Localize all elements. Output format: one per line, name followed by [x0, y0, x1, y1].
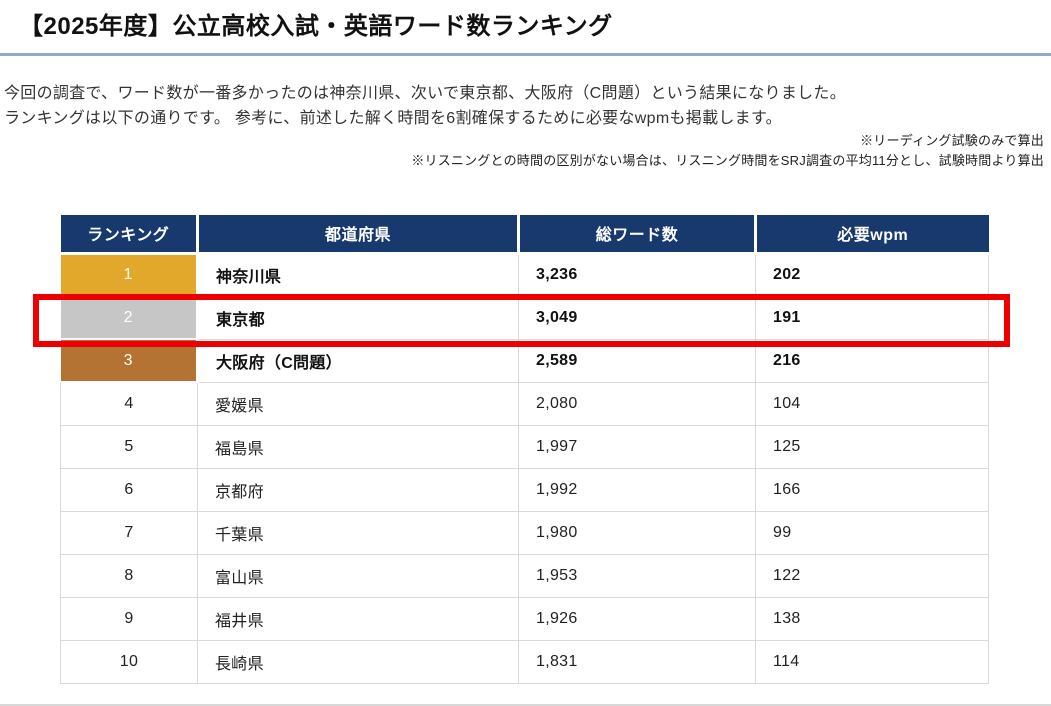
- total-words-cell: 3,236: [518, 253, 756, 297]
- prefecture-cell: 富山県: [197, 554, 519, 598]
- footnote-reading-only: ※リーディング試験のみで算出: [860, 133, 1044, 148]
- header-prefecture: 都道府県: [197, 215, 520, 255]
- total-words-cell: 3,049: [518, 296, 756, 340]
- bottom-divider: [0, 704, 1051, 706]
- required-wpm-cell: 122: [755, 554, 989, 598]
- rank-cell: 6: [60, 468, 198, 512]
- required-wpm-cell: 125: [755, 425, 989, 469]
- ranking-table: ランキング 都道府県 総ワード数 必要wpm 1 神奈川県 3,236 202 2 東京都…: [60, 215, 989, 684]
- table-row: 1 神奈川県 3,236 202: [60, 253, 989, 297]
- footnotes: ※リーディング試験のみで算出 ※リスニングとの時間の区別がない場合は、リスニング…: [411, 131, 1044, 171]
- rank-cell: 7: [60, 511, 198, 555]
- total-words-cell: 1,980: [518, 511, 756, 555]
- prefecture-cell: 神奈川県: [197, 253, 519, 297]
- prefecture-cell: 愛媛県: [197, 382, 519, 426]
- total-words-cell: 1,997: [518, 425, 756, 469]
- rank-cell: 3: [60, 339, 199, 383]
- table-row: 6 京都府 1,992 166: [60, 468, 989, 512]
- table-row: 10 長崎県 1,831 114: [60, 640, 989, 684]
- header-rank: ランキング: [60, 215, 199, 255]
- rank-cell: 2: [60, 296, 199, 340]
- prefecture-cell: 福島県: [197, 425, 519, 469]
- table-row: 7 千葉県 1,980 99: [60, 511, 989, 555]
- total-words-cell: 2,589: [518, 339, 756, 383]
- required-wpm-cell: 114: [755, 640, 989, 684]
- header-total-words: 総ワード数: [518, 215, 757, 255]
- rank-cell: 5: [60, 425, 198, 469]
- total-words-cell: 1,992: [518, 468, 756, 512]
- prefecture-cell: 大阪府（C問題）: [197, 339, 519, 383]
- intro-paragraph: 今回の調査で、ワード数が一番多かったのは神奈川県、次いで東京都、大阪府（C問題）…: [4, 81, 846, 131]
- prefecture-cell: 福井県: [197, 597, 519, 641]
- required-wpm-cell: 191: [755, 296, 989, 340]
- title-divider: [0, 53, 1051, 56]
- rank-cell: 1: [60, 253, 199, 297]
- table-header-row: ランキング 都道府県 総ワード数 必要wpm: [60, 215, 989, 255]
- table-row: 8 富山県 1,953 122: [60, 554, 989, 598]
- total-words-cell: 1,953: [518, 554, 756, 598]
- rank-cell: 8: [60, 554, 198, 598]
- prefecture-cell: 長崎県: [197, 640, 519, 684]
- rank-cell: 10: [60, 640, 198, 684]
- required-wpm-cell: 138: [755, 597, 989, 641]
- table-row: 5 福島県 1,997 125: [60, 425, 989, 469]
- total-words-cell: 2,080: [518, 382, 756, 426]
- prefecture-cell: 京都府: [197, 468, 519, 512]
- required-wpm-cell: 202: [755, 253, 989, 297]
- intro-line-1: 今回の調査で、ワード数が一番多かったのは神奈川県、次いで東京都、大阪府（C問題）…: [4, 85, 847, 102]
- prefecture-cell: 千葉県: [197, 511, 519, 555]
- table-row: 4 愛媛県 2,080 104: [60, 382, 989, 426]
- total-words-cell: 1,831: [518, 640, 756, 684]
- prefecture-cell: 東京都: [197, 296, 519, 340]
- required-wpm-cell: 166: [755, 468, 989, 512]
- required-wpm-cell: 99: [755, 511, 989, 555]
- total-words-cell: 1,926: [518, 597, 756, 641]
- required-wpm-cell: 216: [755, 339, 989, 383]
- required-wpm-cell: 104: [755, 382, 989, 426]
- table-body: 1 神奈川県 3,236 202 2 東京都 3,049 191 3 大阪府（C問題） 2,589 2…: [60, 253, 989, 684]
- footnote-listening-time: ※リスニングとの時間の区別がない場合は、リスニング時間をSRJ調査の平均11分と…: [411, 153, 1044, 168]
- header-required-wpm: 必要wpm: [755, 215, 989, 255]
- table-row: 2 東京都 3,049 191: [60, 296, 989, 340]
- rank-cell: 4: [60, 382, 198, 426]
- rank-cell: 9: [60, 597, 198, 641]
- page-title: 【2025年度】公立高校入試・英語ワード数ランキング: [19, 13, 613, 40]
- table-row: 9 福井県 1,926 138: [60, 597, 989, 641]
- intro-line-2: ランキングは以下の通りです。 参考に、前述した解く時間を6割確保するために必要な…: [4, 110, 782, 127]
- table-row: 3 大阪府（C問題） 2,589 216: [60, 339, 989, 383]
